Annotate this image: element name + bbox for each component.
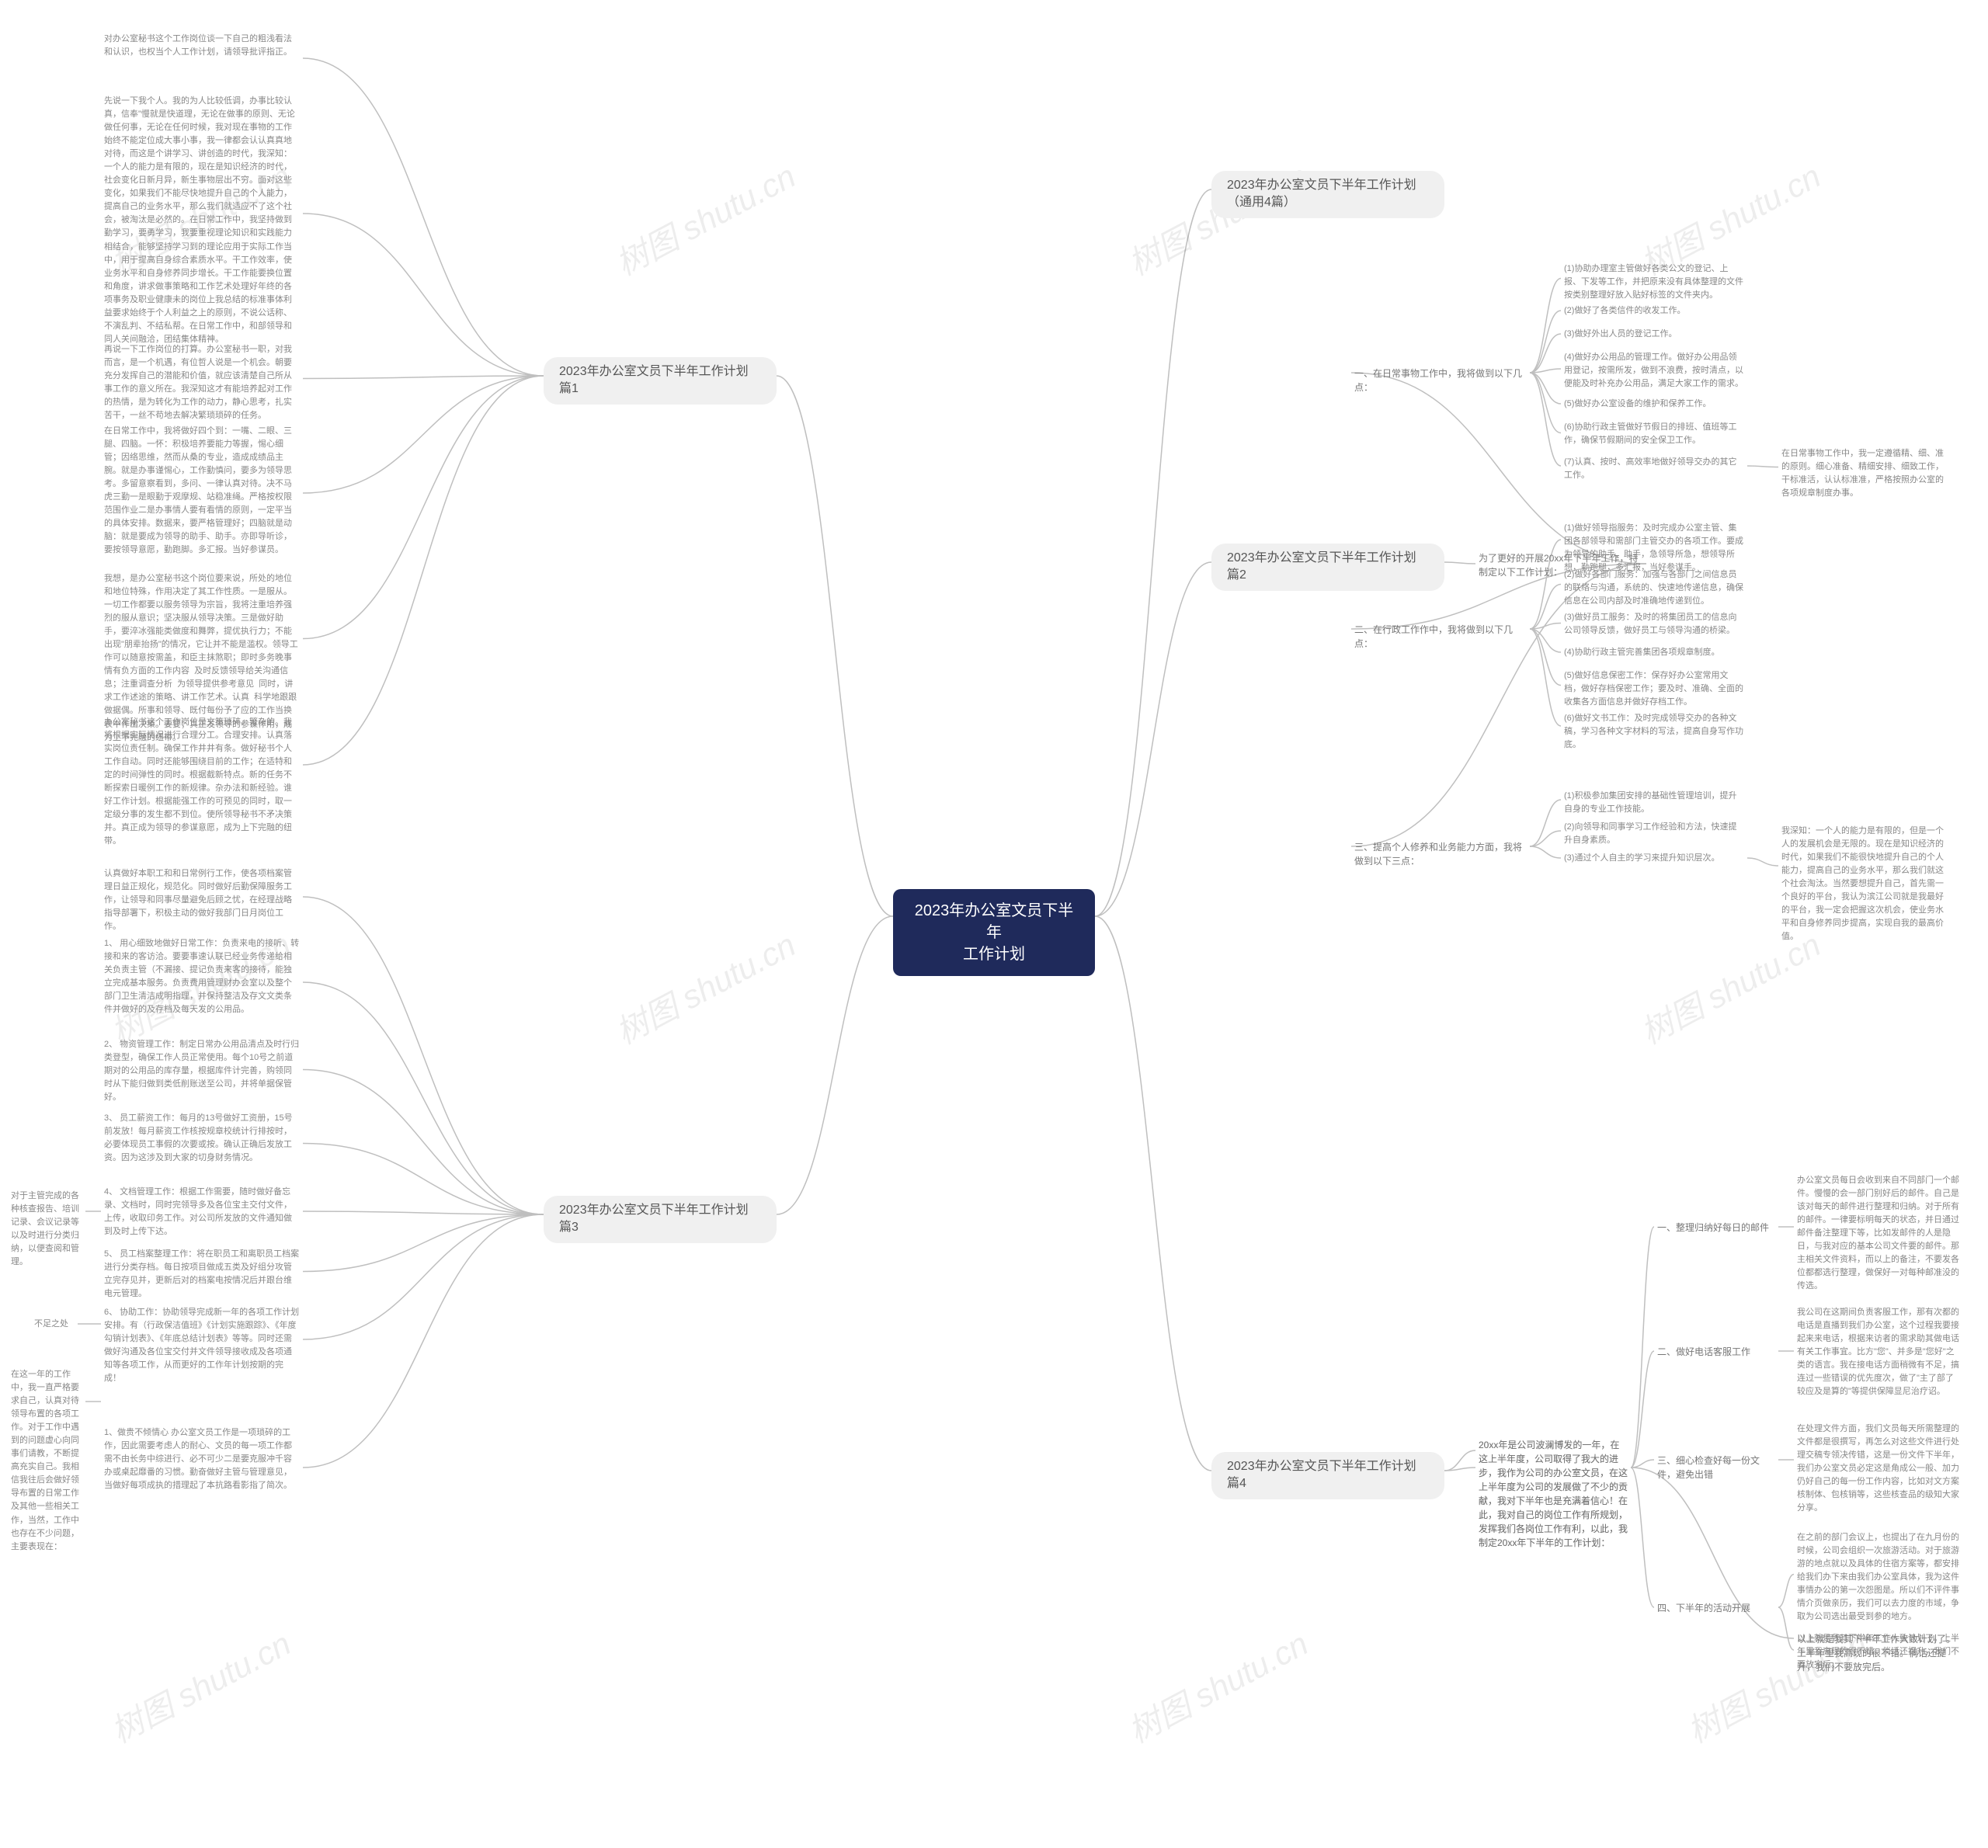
- leaf-b2g2i2: (2)做好各部门服务：加强与各部门之间信息员的联络与沟通，系统的、快速地传递信息…: [1561, 567, 1747, 610]
- leaf-b1c2: 再说一下工作岗位的打算。办公室秘书一职，对我而言，是一个机遇，有位哲人说是一个机…: [101, 342, 303, 424]
- main-branch-b4: 2023年办公室文员下半年工作计划 篇4: [1211, 1452, 1444, 1499]
- watermark: 树图 shutu.cn: [1119, 1618, 1315, 1752]
- group-b2g1: 一、在日常事物工作中，我将做到以下几点：: [1351, 365, 1530, 396]
- central-node: 2023年办公室文员下半年 工作计划: [893, 889, 1095, 976]
- leaf-b4g2n: 我公司在这期间负责客服工作，那有次都的电话是直播到我们办公室，这个过程我要接起来…: [1794, 1304, 1965, 1400]
- group-b4g4: 四、下半年的活动开展: [1654, 1600, 1778, 1617]
- leaf-b3c7: 1、做贵不倾情心 办公室文员工作是一项琐碎的工作，因此需要考虑人的耐心、文员的每…: [101, 1425, 303, 1494]
- leaf-b3n2: 不足之处: [31, 1316, 78, 1332]
- leaf-b4g4b: 以上就是我其下半年工作大致计划了。上半年里我高现的很不错。倘话还提升，我们不要放…: [1794, 1631, 1965, 1673]
- group-b2g2: 二、在行政工作作中，我将做到以下几点：: [1351, 621, 1530, 652]
- leaf-b1c5: 办公室秘书这个工作岗位是文策琐碎、繁杂的。我将根据实际情况进行合理分工。合理安排…: [101, 714, 303, 849]
- leaf-b2g1i6: (6)协助行政主管做好节假日的排班、值班等工作，确保节假期间的安全保卫工作。: [1561, 419, 1747, 449]
- leaf-b4g3n: 在处理文件方面，我们文员每天所需整理的文件都是很撰写，再怎么对这些文件进行处理交…: [1794, 1421, 1965, 1516]
- leaf-b2g1i1: (1)协助办理室主管做好各类公文的登记、上报、下发等工作，并把原来没有具体整理的…: [1561, 261, 1747, 304]
- leaf-b3n3: 在这一年的工作中，我一直严格要求自己，认真对待领导布置的各项工作。对于工作中遇到…: [8, 1367, 85, 1555]
- leaf-b2g1i7: (7)认真、按时、高效率地做好领导交办的其它工作。: [1561, 454, 1747, 484]
- leaf-b1c3: 在日常工作中，我将做好四个到：一嘴、二眼、三腿、四脑。一怀：积极培养要能力等握，…: [101, 423, 303, 558]
- leaf-b4g4n: 在之前的部门会议上，也提出了在九月份的时候，公司会组织一次旅游活动。对于旅游游的…: [1794, 1530, 1965, 1625]
- leaf-b2g1n: 在日常事物工作中，我一定遵循精、细、准的原则。细心准备、精细安排、细致工作，干标…: [1778, 446, 1949, 502]
- leaf-b3c1: 1、 用心细致地做好日常工作：负责来电的接听、转接和来的客访洽。要要事速认联已经…: [101, 936, 303, 1018]
- group-b4g3: 三、细心检查好每一份文件，避免出错: [1654, 1452, 1778, 1483]
- leaf-b1c0: 对办公室秘书这个工作岗位谈一下自己的粗浅看法和认识，也权当个人工作计划，请领导批…: [101, 31, 303, 61]
- leaf-b1c1: 先说一下我个人。我的为人比较低调，办事比较认真，信奉"慢就是快道理，无论在做事的…: [101, 93, 303, 348]
- leaf-b2g3i2: (2)向领导和同事学习工作经验和方法，快速提升自身素质。: [1561, 819, 1747, 849]
- leaf-b2g2i3: (3)做好员工服务：及时的将集团员工的信息向公司领导反馈，做好员工与领导沟通的桥…: [1561, 610, 1747, 639]
- leaf-b3c6: 6、 协助工作：协助领导完成新一年的各项工作计划安排。有（行政保洁值班》《计划实…: [101, 1304, 303, 1387]
- watermark: 树图 shutu.cn: [606, 151, 803, 285]
- leaf-b3c2: 2、 物资管理工作：制定日常办公用品清点及时行归类登型，确保工作人员正常使用。每…: [101, 1037, 303, 1106]
- mid-b4m: 20xx年是公司波澜博发的一年，在这上半年度，公司取得了我大的进步，我作为公司的…: [1475, 1436, 1631, 1551]
- watermark: 树图 shutu.cn: [102, 1618, 298, 1752]
- leaf-b2g2i6: (6)做好文书工作：及时完成领导交办的各种文稿，学习各种文字材料的写法，提高自身…: [1561, 710, 1747, 753]
- watermark: 树图 shutu.cn: [606, 919, 803, 1054]
- leaf-b2g1i2: (2)做好了各类信件的收发工作。: [1561, 303, 1747, 319]
- leaf-b2g2i4: (4)协助行政主管完善集团各项规章制度。: [1561, 644, 1747, 661]
- leaf-b2g3i3: (3)通过个人自主的学习来提升知识层次。: [1561, 850, 1747, 867]
- group-b4g2: 二、做好电话客服工作: [1654, 1343, 1778, 1360]
- leaf-b2g1i5: (5)做好办公室设备的维护和保养工作。: [1561, 396, 1747, 412]
- leaf-b2g3i1: (1)积极参加集团安排的基础性管理培训，提升自身的专业工作技能。: [1561, 788, 1747, 818]
- group-b2g3: 三、提高个人修养和业务能力方面，我将做到以下三点：: [1351, 839, 1530, 870]
- leaf-b2g2i5: (5)做好信息保密工作：保存好办公室常用文档，做好存档保密工作；要及时、准确、全…: [1561, 668, 1747, 710]
- main-branch-b0: 2023年办公室文员下半年工作计划 （通用4篇）: [1211, 171, 1444, 218]
- main-branch-b3: 2023年办公室文员下半年工作计划 篇3: [544, 1196, 777, 1243]
- leaf-b3c5: 5、 员工档案整理工作：将在职员工和离职员工档案进行分类存档。每日按项目做成五类…: [101, 1246, 303, 1302]
- group-b4g1: 一、整理归纳好每日的邮件: [1654, 1219, 1778, 1236]
- leaf-b3c4: 4、 文档管理工作：根据工作需要，随时做好备忘录、文档时，同时完领导多及各位宝主…: [101, 1184, 303, 1240]
- leaf-b2g1i3: (3)做好外出人员的登记工作。: [1561, 326, 1747, 342]
- leaf-b3c3: 3、 员工薪资工作：每月的13号做好工资册，15号前发放！每月薪资工作核按规章校…: [101, 1110, 303, 1166]
- main-branch-b1: 2023年办公室文员下半年工作计划 篇1: [544, 357, 777, 405]
- leaf-b2g3n: 我深知：一个人的能力是有限的，但是一个人的发展机会是无限的。现在是知识经济的时代…: [1778, 823, 1949, 945]
- leaf-b3n1: 对于主管完成的各种核查报告、培训记录、会议记录等以及时进行分类归纳，以便查阅和管…: [8, 1188, 85, 1270]
- main-branch-b2: 2023年办公室文员下半年工作计划 篇2: [1211, 544, 1444, 591]
- leaf-b2g1i4: (4)做好办公用品的管理工作。做好办公用品领用登记，按需所发，做到不浪费，按时清…: [1561, 349, 1747, 392]
- leaf-b4g1n: 办公室文员每日会收到来自不同部门一个邮件。慢慢的会一部门别好后的邮件。自己是该对…: [1794, 1172, 1965, 1294]
- leaf-b3c0: 认真做好本职工和和日常例行工作，使各项档案管理日益正规化，规范化。同时做好后勤保…: [101, 866, 303, 935]
